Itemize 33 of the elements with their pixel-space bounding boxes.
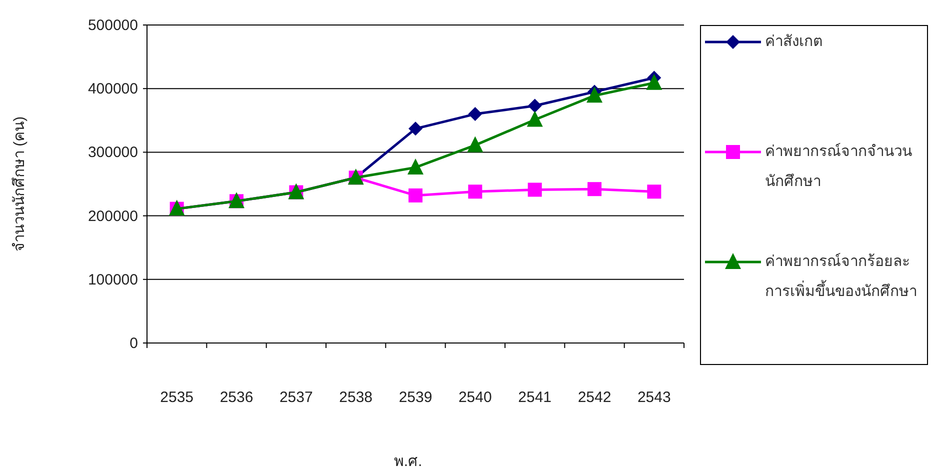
point <box>408 158 424 174</box>
point <box>586 86 602 103</box>
y-tick-label: 400000 <box>88 80 138 98</box>
point <box>647 184 662 199</box>
legend-label: ค่าพยากรณ์จากจำนวนนักศึกษา <box>765 142 913 192</box>
x-tick-label: 2537 <box>279 389 313 406</box>
point <box>526 110 543 127</box>
y-tick-label: 0 <box>130 335 138 352</box>
legend-label: ค่าสังเกต <box>765 32 823 52</box>
y-tick-label: 100000 <box>88 271 138 288</box>
x-tick-label: 2541 <box>518 389 552 406</box>
point <box>588 182 602 196</box>
point <box>468 184 482 199</box>
point <box>408 188 422 202</box>
x-tick-label: 2535 <box>160 389 194 406</box>
x-tick-label: 2543 <box>637 389 671 406</box>
point <box>467 136 484 152</box>
point <box>408 122 422 136</box>
x-axis-title: พ.ศ. <box>394 453 422 470</box>
point <box>528 98 542 113</box>
point <box>528 182 542 197</box>
point <box>646 74 662 90</box>
x-tick-label: 2540 <box>458 389 492 406</box>
x-tick-label: 2536 <box>220 389 254 406</box>
y-tick-label: 500000 <box>88 17 138 34</box>
point <box>468 107 482 122</box>
y-tick-label: 200000 <box>88 208 138 225</box>
y-axis-title: จำนวนนักศึกษา (คน) <box>11 116 28 252</box>
legend-label: ค่าพยากรณ์จากร้อยละการเพิ่มขึ้นของนักศึกษา <box>765 252 918 302</box>
x-tick-label: 2539 <box>398 389 432 406</box>
x-tick-label: 2542 <box>578 389 612 406</box>
y-tick-label: 300000 <box>88 144 138 162</box>
x-tick-label: 2538 <box>339 389 373 406</box>
